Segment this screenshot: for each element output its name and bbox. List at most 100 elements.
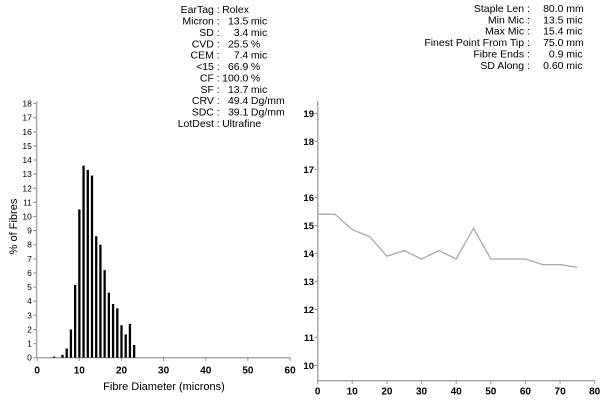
svg-text:18: 18 [303, 137, 314, 148]
svg-text:8: 8 [27, 240, 32, 250]
svg-text:80: 80 [589, 387, 601, 398]
svg-text:17: 17 [22, 113, 32, 123]
svg-text:20: 20 [116, 366, 128, 377]
svg-text:Max Mic: Max Mic [485, 26, 524, 38]
svg-text:Finest Point From Tip: Finest Point From Tip [424, 37, 524, 49]
svg-text:mm: mm [566, 37, 584, 49]
svg-text:25.5: 25.5 [228, 38, 249, 50]
svg-text::: : [217, 84, 220, 96]
svg-text:%: % [251, 61, 260, 73]
svg-text:80.0: 80.0 [543, 3, 564, 15]
svg-text:10: 10 [74, 366, 86, 377]
svg-text:0.9: 0.9 [549, 48, 564, 60]
svg-text:12: 12 [22, 183, 32, 193]
svg-text:50: 50 [242, 366, 254, 377]
svg-text::: : [217, 27, 220, 39]
svg-text:9: 9 [27, 226, 32, 236]
svg-text:CF: CF [200, 72, 214, 84]
svg-text:18: 18 [22, 99, 32, 109]
svg-text:4: 4 [27, 296, 32, 306]
svg-text:mic: mic [566, 48, 582, 60]
svg-text:2: 2 [27, 325, 32, 335]
svg-text:13: 13 [22, 169, 32, 179]
svg-text:15: 15 [303, 221, 314, 232]
svg-text:Fibre Diameter (microns): Fibre Diameter (microns) [103, 381, 225, 393]
svg-text:14: 14 [22, 155, 32, 165]
svg-text:100.0: 100.0 [222, 72, 248, 84]
svg-text:Fibre Ends: Fibre Ends [473, 48, 524, 60]
svg-text::: : [527, 3, 530, 15]
svg-text::: : [217, 107, 220, 119]
svg-text:15: 15 [22, 141, 32, 151]
svg-text::: : [217, 38, 220, 50]
svg-text:mic: mic [566, 26, 582, 38]
svg-text:mic: mic [251, 27, 267, 39]
svg-text:70: 70 [555, 387, 567, 398]
svg-text::: : [527, 26, 530, 38]
svg-text:49.4: 49.4 [228, 95, 249, 107]
svg-text:CRV: CRV [192, 95, 214, 107]
svg-text::: : [217, 95, 220, 107]
svg-text:3: 3 [27, 310, 32, 320]
svg-text:Dg/mm: Dg/mm [251, 107, 285, 119]
svg-text::: : [217, 16, 220, 28]
svg-text:10: 10 [303, 361, 314, 372]
svg-text:20: 20 [381, 387, 393, 398]
svg-text:Micron: Micron [182, 16, 214, 28]
svg-text:%: % [251, 38, 260, 50]
svg-text:SDC: SDC [192, 107, 215, 119]
svg-text:CEM: CEM [191, 50, 214, 62]
svg-text:12: 12 [303, 305, 314, 316]
svg-text:1: 1 [27, 339, 32, 349]
svg-text:0: 0 [34, 366, 40, 377]
svg-text:30: 30 [416, 387, 428, 398]
svg-text:60: 60 [520, 387, 532, 398]
svg-text::: : [217, 72, 220, 84]
svg-text:16: 16 [303, 193, 314, 204]
svg-text:13: 13 [303, 277, 314, 288]
svg-text:Min Mic: Min Mic [488, 14, 524, 26]
svg-text::: : [217, 50, 220, 62]
svg-text::: : [527, 37, 530, 49]
svg-text:6: 6 [27, 268, 32, 278]
svg-text:0: 0 [315, 387, 321, 398]
svg-text::: : [217, 4, 220, 16]
svg-text:66.9: 66.9 [228, 61, 249, 73]
svg-text:mic: mic [566, 14, 582, 26]
svg-text:<15: <15 [196, 61, 214, 73]
svg-text:60: 60 [285, 366, 297, 377]
svg-text:% of Fibres: % of Fibres [8, 198, 20, 254]
svg-text:mic: mic [251, 84, 267, 96]
svg-text:CVD: CVD [192, 38, 215, 50]
svg-text:11: 11 [304, 333, 315, 344]
svg-text:mic: mic [251, 50, 267, 62]
svg-text::: : [217, 118, 220, 130]
svg-text:5: 5 [27, 282, 32, 292]
svg-text::: : [217, 61, 220, 73]
svg-text:13.5: 13.5 [228, 16, 249, 28]
svg-text:40: 40 [451, 387, 463, 398]
svg-text:SD Along: SD Along [480, 60, 524, 72]
svg-text:16: 16 [22, 127, 32, 137]
svg-text:0.60: 0.60 [543, 60, 564, 72]
svg-text:39.1: 39.1 [228, 107, 249, 119]
svg-text:10: 10 [22, 212, 32, 222]
svg-text:Staple Len: Staple Len [474, 3, 524, 15]
svg-text:Rolex: Rolex [222, 4, 250, 16]
svg-text:10: 10 [347, 387, 359, 398]
svg-text:7: 7 [27, 254, 32, 264]
svg-text:30: 30 [158, 366, 170, 377]
svg-text:mm: mm [566, 3, 584, 15]
svg-text:SD: SD [199, 27, 214, 39]
svg-text:Ultrafine: Ultrafine [222, 118, 261, 130]
svg-text::: : [527, 60, 530, 72]
svg-text:14: 14 [303, 249, 314, 260]
svg-text:SF: SF [200, 84, 213, 96]
svg-text::: : [527, 14, 530, 26]
svg-text:50: 50 [485, 387, 497, 398]
svg-text:40: 40 [200, 366, 212, 377]
svg-text:mic: mic [251, 16, 267, 28]
svg-text:15.4: 15.4 [543, 26, 564, 38]
svg-text::: : [527, 48, 530, 60]
svg-text:7.4: 7.4 [234, 50, 249, 62]
